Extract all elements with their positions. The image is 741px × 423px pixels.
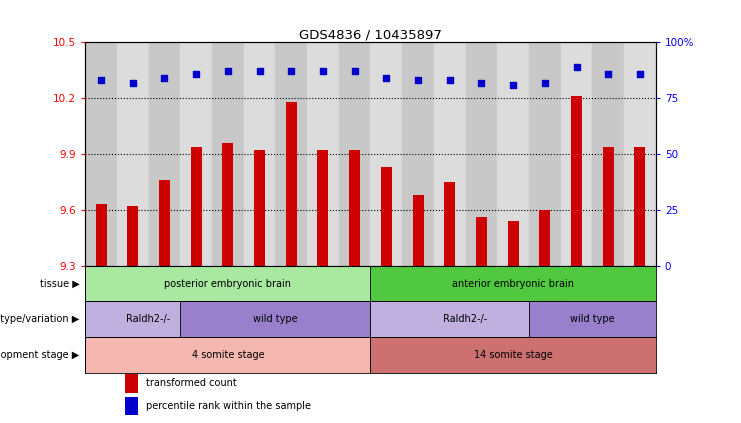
Bar [413, 195, 424, 266]
Bar [370, 42, 402, 266]
Text: Raldh2-/-: Raldh2-/- [443, 314, 488, 324]
Bar [159, 180, 170, 266]
Text: percentile rank within the sample: percentile rank within the sample [146, 401, 311, 411]
Bar [149, 42, 180, 266]
Text: genotype/variation ▶: genotype/variation ▶ [0, 314, 79, 324]
Point [285, 68, 297, 75]
Point [602, 70, 614, 77]
Bar [592, 42, 624, 266]
Bar [117, 42, 149, 266]
Bar [127, 206, 139, 266]
Point [444, 77, 456, 84]
Bar [96, 204, 107, 266]
Bar [317, 150, 328, 266]
Bar [339, 42, 370, 266]
Point [190, 70, 202, 77]
FancyBboxPatch shape [85, 337, 370, 373]
Point [317, 68, 329, 75]
Point [539, 79, 551, 86]
FancyBboxPatch shape [85, 266, 370, 301]
Point [476, 79, 488, 86]
Bar [381, 167, 392, 266]
Bar [465, 42, 497, 266]
FancyBboxPatch shape [370, 301, 561, 337]
Bar [508, 221, 519, 266]
Bar [254, 150, 265, 266]
Bar [624, 42, 656, 266]
Bar [402, 42, 434, 266]
Title: GDS4836 / 10435897: GDS4836 / 10435897 [299, 28, 442, 41]
Bar [634, 146, 645, 266]
Text: posterior embryonic brain: posterior embryonic brain [165, 278, 291, 288]
Point [127, 79, 139, 86]
FancyBboxPatch shape [180, 301, 370, 337]
Text: tissue ▶: tissue ▶ [40, 278, 79, 288]
Point [222, 68, 233, 75]
Bar [529, 42, 561, 266]
Point [634, 70, 646, 77]
Text: wild type: wild type [570, 314, 615, 324]
Point [253, 68, 265, 75]
Bar [85, 42, 117, 266]
Bar [276, 42, 307, 266]
Bar [561, 42, 592, 266]
Bar [349, 150, 360, 266]
FancyBboxPatch shape [370, 266, 656, 301]
Bar [476, 217, 487, 266]
Text: 14 somite stage: 14 somite stage [473, 350, 553, 360]
Bar [571, 96, 582, 266]
Point [349, 68, 361, 75]
Bar [444, 182, 455, 266]
Bar [434, 42, 465, 266]
Bar [190, 146, 202, 266]
Point [507, 81, 519, 88]
Point [159, 74, 170, 81]
Bar [222, 143, 233, 266]
Text: Raldh2-/-: Raldh2-/- [127, 314, 170, 324]
Bar [539, 210, 551, 266]
Point [95, 77, 107, 84]
Point [571, 63, 582, 70]
Point [380, 74, 392, 81]
FancyBboxPatch shape [370, 337, 656, 373]
Bar [497, 42, 529, 266]
Bar [307, 42, 339, 266]
Bar [180, 42, 212, 266]
Text: anterior embryonic brain: anterior embryonic brain [452, 278, 574, 288]
Bar [286, 102, 297, 266]
Point [412, 77, 424, 84]
Bar [244, 42, 276, 266]
Text: development stage ▶: development stage ▶ [0, 350, 79, 360]
Text: transformed count: transformed count [146, 378, 237, 388]
Text: wild type: wild type [253, 314, 298, 324]
FancyBboxPatch shape [85, 301, 212, 337]
FancyBboxPatch shape [529, 301, 656, 337]
Bar [125, 374, 138, 393]
Text: 4 somite stage: 4 somite stage [191, 350, 265, 360]
Bar [602, 146, 614, 266]
Bar [212, 42, 244, 266]
Bar [125, 397, 138, 415]
